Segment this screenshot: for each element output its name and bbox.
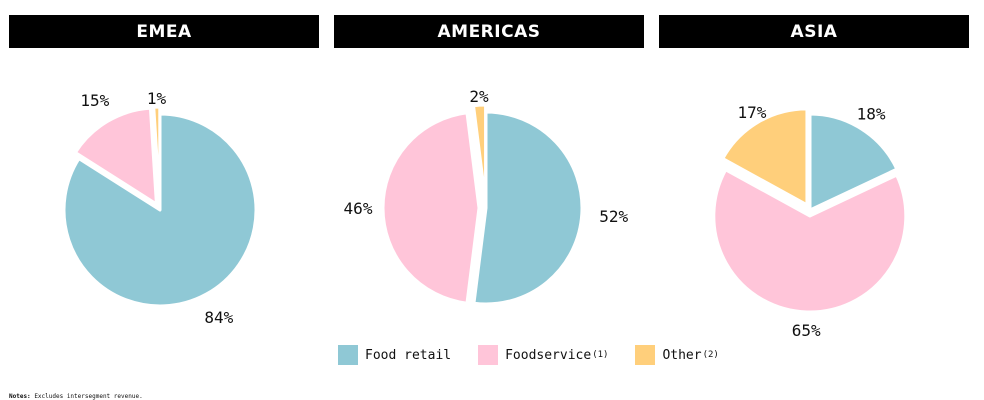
legend: Food retail Foodservice (1) Other (2) [338,344,746,366]
footnote-label: Notes: [9,393,31,400]
pie-label-asia-foodservice: 65% [792,321,821,340]
legend-swatch-food-retail [338,345,358,365]
footnote-text: Excludes intersegment revenue. [34,393,143,400]
legend-item-foodservice: Foodservice (1) [478,345,608,365]
pie-slice-americas-food-retail [472,110,584,306]
pie-slice-americas-other [472,103,488,203]
emea-header: EMEA [9,15,319,48]
pie-slice-americas-foodservice [381,111,481,305]
pie-slice-emea-foodservice [73,106,158,206]
pie-label-emea-food-retail: 84% [204,308,233,327]
pie-label-emea-foodservice: 15% [80,91,109,110]
pie-label-asia-food-retail: 18% [857,105,886,124]
legend-label-other: Other [662,347,702,363]
footnote: Notes: Excludes intersegment revenue. [9,393,143,400]
pie-label-americas-other: 2% [469,87,489,106]
legend-item-other: Other (2) [635,345,719,365]
legend-swatch-foodservice [478,345,499,365]
pie-slice-asia-food-retail [808,112,899,212]
pie-label-americas-foodservice: 46% [344,199,373,218]
pie-slice-emea-other [152,105,162,205]
pie-label-americas-food-retail: 52% [599,207,628,226]
pie-label-emea-other: 1% [147,89,167,108]
americas-header: AMERICAS [334,15,644,48]
asia-header: ASIA [659,15,969,48]
pie-label-asia-other: 17% [738,103,767,122]
legend-note-other: (2) [702,350,719,360]
legend-note-foodservice: (1) [592,350,609,360]
pie-slice-emea-food-retail [62,112,258,308]
legend-label-foodservice: Foodservice [505,347,592,363]
pie-slice-asia-other [721,107,809,207]
pie-slice-asia-foodservice [712,168,908,314]
legend-item-food-retail: Food retail [338,345,451,365]
legend-swatch-other [635,345,656,365]
legend-label-food-retail: Food retail [365,347,452,363]
